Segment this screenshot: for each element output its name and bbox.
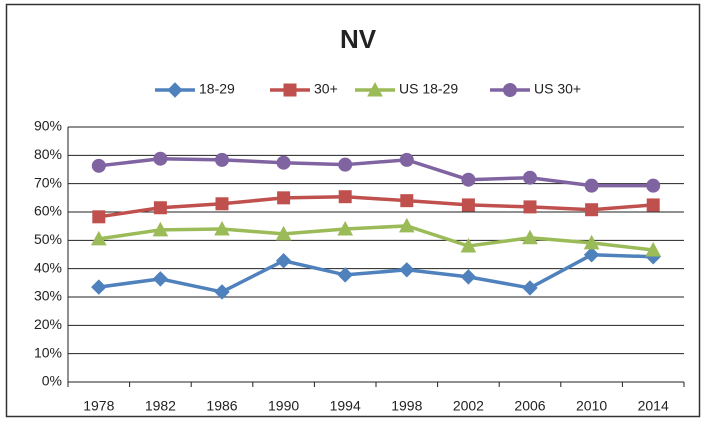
data-point xyxy=(215,152,229,167)
series-line xyxy=(98,156,654,188)
data-point xyxy=(337,220,354,236)
data-point xyxy=(645,241,662,257)
x-tick-label: 1990 xyxy=(268,398,299,414)
data-point xyxy=(460,237,477,253)
data-point xyxy=(215,197,229,211)
data-point xyxy=(523,170,537,185)
y-tick-label: 20% xyxy=(34,316,62,332)
data-point xyxy=(277,191,291,205)
legend-marker xyxy=(167,82,183,98)
data-point xyxy=(338,190,352,204)
series-line xyxy=(98,194,654,219)
series-line xyxy=(98,253,654,294)
data-point xyxy=(398,217,415,233)
x-tick-label: 2010 xyxy=(576,398,607,414)
x-tick-label: 2006 xyxy=(514,398,545,414)
data-point xyxy=(153,201,167,215)
x-tick-label: 2014 xyxy=(638,398,669,414)
legend-marker xyxy=(283,83,297,97)
x-tick-label: 1994 xyxy=(330,398,361,414)
legend-marker xyxy=(367,81,383,97)
data-point xyxy=(522,280,538,296)
y-tick-label: 70% xyxy=(34,174,62,190)
data-point xyxy=(583,234,600,250)
data-point xyxy=(153,151,168,166)
y-tick-label: 0% xyxy=(42,373,62,389)
x-tick-label: 1998 xyxy=(391,398,422,414)
data-point xyxy=(91,279,107,295)
data-point xyxy=(214,220,230,236)
data-point xyxy=(646,178,661,193)
data-point xyxy=(399,262,415,278)
data-point xyxy=(275,253,292,269)
data-point xyxy=(461,198,475,212)
data-point xyxy=(584,178,599,193)
data-point xyxy=(461,172,476,187)
data-point xyxy=(337,267,353,283)
data-point xyxy=(646,198,660,212)
data-point xyxy=(276,155,291,170)
legend-label: 18-29 xyxy=(199,81,235,97)
legend-label: 30+ xyxy=(314,81,338,97)
y-tick-label: 40% xyxy=(34,259,62,275)
legend-marker xyxy=(503,83,517,97)
y-tick-label: 10% xyxy=(34,344,62,360)
chart-title: NV xyxy=(340,24,377,54)
data-point xyxy=(583,247,600,263)
data-point xyxy=(585,203,599,217)
data-point xyxy=(460,269,477,285)
data-point xyxy=(152,221,169,237)
data-point xyxy=(399,152,414,167)
data-point xyxy=(91,158,106,173)
y-tick-label: 60% xyxy=(34,203,62,219)
x-tick-label: 2002 xyxy=(453,398,484,414)
data-point xyxy=(338,157,353,172)
data-point xyxy=(522,229,538,245)
x-tick-label: 1982 xyxy=(145,398,176,414)
data-point xyxy=(152,271,169,287)
data-point xyxy=(92,210,106,224)
x-tick-label: 1986 xyxy=(206,398,237,414)
data-point xyxy=(90,230,107,246)
y-tick-label: 90% xyxy=(34,118,62,134)
data-point xyxy=(214,284,230,300)
y-tick-label: 80% xyxy=(34,146,62,162)
y-tick-label: 30% xyxy=(34,288,62,304)
y-tick-label: 50% xyxy=(34,231,62,247)
x-tick-label: 1978 xyxy=(83,398,114,414)
legend-label: US 18-29 xyxy=(399,81,458,97)
legend-label: US 30+ xyxy=(534,81,581,97)
series-line xyxy=(98,224,654,252)
data-point xyxy=(523,200,537,214)
data-point xyxy=(275,225,292,241)
data-point xyxy=(400,194,414,208)
